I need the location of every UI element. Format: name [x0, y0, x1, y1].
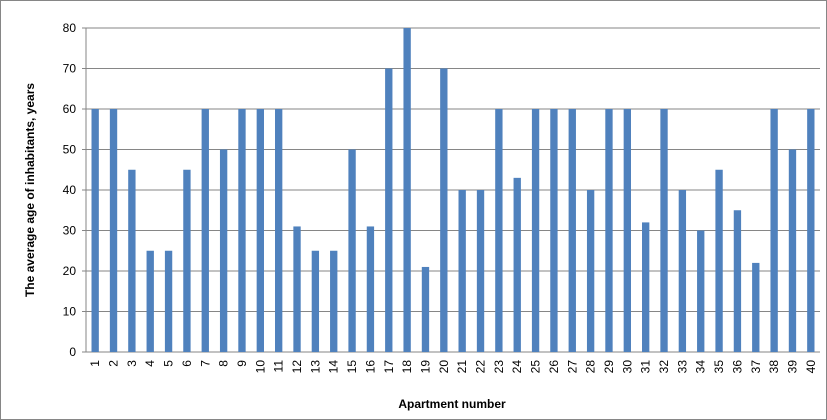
x-tick-label: 32 — [657, 360, 671, 374]
bar — [238, 109, 246, 352]
bar — [219, 149, 228, 352]
bar — [495, 109, 503, 352]
bar — [348, 149, 356, 352]
x-tick-label: 36 — [730, 360, 744, 374]
bar — [513, 177, 521, 352]
x-tick-label: 7 — [198, 360, 212, 367]
x-tick-label: 20 — [437, 360, 451, 374]
x-tick-label: 40 — [804, 360, 818, 374]
bar — [440, 68, 448, 352]
bar — [697, 230, 705, 352]
x-tick-label: 4 — [143, 360, 157, 367]
bar — [421, 266, 430, 352]
y-axis-label: The average age of inhabitants, years — [23, 83, 37, 297]
bar — [91, 109, 99, 352]
y-tick-label: 30 — [63, 224, 77, 238]
bar — [128, 169, 136, 352]
x-tick-label: 14 — [327, 360, 341, 374]
x-tick-label: 11 — [272, 360, 286, 373]
x-tick-label: 37 — [749, 360, 763, 374]
x-tick-label: 1 — [88, 360, 102, 367]
bar — [164, 250, 173, 352]
x-tick-label: 27 — [565, 360, 579, 374]
x-tick-label: 5 — [162, 360, 176, 367]
bar — [586, 190, 595, 352]
x-tick-label: 2 — [107, 360, 121, 367]
bar — [385, 68, 393, 352]
y-tick-label: 40 — [63, 183, 77, 197]
bar — [568, 109, 576, 352]
x-tick-label: 9 — [235, 360, 249, 367]
x-tick-label: 38 — [767, 360, 781, 374]
bar — [256, 109, 264, 352]
bar — [605, 109, 613, 352]
bar — [531, 109, 540, 352]
y-tick-label: 80 — [63, 21, 77, 35]
x-tick-label: 31 — [639, 360, 653, 374]
bar — [293, 226, 301, 352]
y-tick-label: 0 — [69, 345, 76, 359]
bar — [201, 109, 209, 352]
x-tick-label: 39 — [785, 360, 799, 374]
x-tick-label: 16 — [363, 360, 377, 374]
x-tick-label: 10 — [253, 360, 267, 374]
bar — [642, 222, 650, 352]
y-tick-label: 50 — [63, 143, 77, 157]
bar — [678, 190, 687, 352]
bar — [660, 109, 668, 352]
x-tick-label: 15 — [345, 360, 359, 374]
y-tick-label: 10 — [63, 305, 77, 319]
x-tick-label: 26 — [547, 360, 561, 374]
x-tick-label: 28 — [584, 360, 598, 374]
bar — [109, 109, 118, 352]
bar — [752, 262, 760, 352]
x-tick-label: 6 — [180, 360, 194, 367]
x-tick-label: 12 — [290, 360, 304, 374]
bar — [183, 169, 191, 352]
x-tick-label: 24 — [510, 360, 524, 374]
x-tick-label: 3 — [125, 360, 139, 367]
x-tick-label: 23 — [492, 360, 506, 374]
bar — [715, 169, 723, 352]
bar — [330, 250, 338, 352]
bar — [807, 109, 815, 352]
x-tick-label: 8 — [217, 360, 231, 367]
y-tick-label: 20 — [63, 264, 77, 278]
x-tick-label: 30 — [620, 360, 634, 374]
x-tick-label: 19 — [418, 360, 432, 374]
bar — [311, 250, 320, 352]
x-tick-label: 35 — [712, 360, 726, 374]
x-tick-label: 33 — [675, 360, 689, 374]
x-tick-label: 34 — [694, 360, 708, 374]
bar — [275, 109, 283, 352]
bar — [550, 109, 558, 352]
x-tick-label: 25 — [529, 360, 543, 374]
bar — [146, 250, 154, 352]
bar — [403, 28, 411, 352]
x-tick-label: 18 — [400, 360, 414, 374]
bar — [733, 210, 742, 352]
x-tick-label: 13 — [308, 360, 322, 374]
x-tick-label: 29 — [602, 360, 616, 374]
x-axis-label: Apartment number — [398, 397, 506, 411]
bar — [770, 109, 778, 352]
bar — [476, 190, 485, 352]
bar — [623, 109, 631, 352]
y-tick-label: 70 — [63, 62, 77, 76]
y-tick-label: 60 — [63, 102, 77, 116]
x-tick-label: 21 — [455, 360, 469, 374]
x-tick-label: 17 — [382, 360, 396, 374]
x-tick-label: 22 — [474, 360, 488, 374]
bar — [458, 190, 466, 352]
bar — [366, 226, 375, 352]
bar — [788, 149, 797, 352]
